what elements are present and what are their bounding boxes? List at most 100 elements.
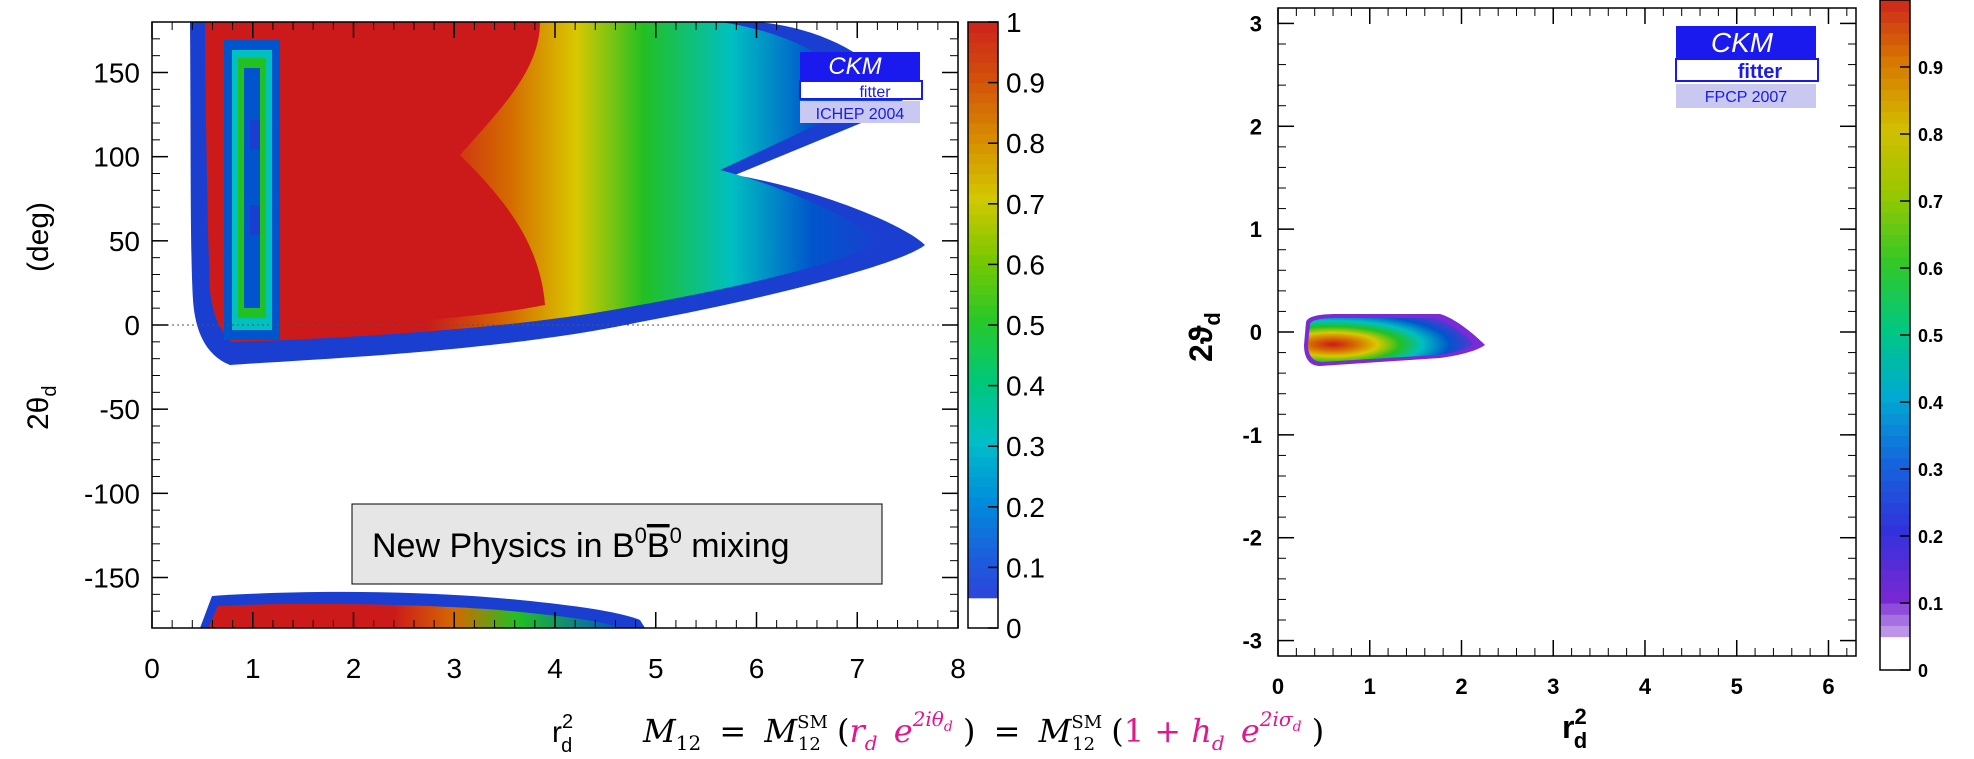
right-colorbar-cell (1880, 580, 1910, 593)
left-colorbar-cell (968, 112, 998, 124)
right-ytick-label: 3 (1250, 11, 1262, 36)
left-colorbar-cell (968, 203, 998, 215)
right-colorbar-cell (1880, 11, 1910, 23)
right-xtick-label: 5 (1731, 674, 1743, 699)
left-colorbar-cell (968, 557, 998, 568)
left-xtick-label: 8 (950, 653, 966, 684)
left-colorbar-cell (968, 335, 998, 346)
left-colorbar-cell (968, 284, 998, 296)
left-colorbar-cell (968, 244, 998, 255)
right-colorbar-cell (1880, 558, 1910, 571)
left-ylabel: 2θd (22, 386, 61, 431)
left-colorbar-cell (968, 133, 998, 144)
right-colorbar-cell (1880, 513, 1910, 526)
right-colorbar-cell (1880, 625, 1910, 638)
left-colorbar-label: 1 (1006, 7, 1022, 38)
right-colorbar-label: 0.5 (1918, 326, 1943, 346)
right-panel: CKM fitter FPCP 2007 0 1 2 3 4 5 6 -3 -2 -1 0 1 2 3 0… (1183, 0, 1943, 753)
right-xtick-label: 1 (1364, 674, 1376, 699)
right-colorbar-cell (1880, 457, 1910, 470)
left-colorbar-label: 0.6 (1006, 249, 1045, 280)
left-colorbar-cell (968, 456, 998, 467)
left-colorbar-cell (968, 577, 998, 589)
right-colorbar: 0 0.1 0.2 0.3 0.4 0.5 0.6 0.7 0.8 0.9 (1879, 0, 1943, 681)
right-colorbar-cell (1880, 134, 1910, 146)
right-colorbar-cell (1880, 446, 1910, 459)
right-colorbar-cell (1880, 591, 1910, 604)
right-colorbar-label: 0.4 (1918, 393, 1943, 413)
right-colorbar-cell (1880, 413, 1910, 425)
right-colorbar-cell (1880, 89, 1910, 102)
left-colorbar-cell (968, 415, 998, 427)
left-colorbar-cell (968, 446, 998, 457)
left-ytick-label: 100 (93, 142, 140, 173)
left-colorbar-cell (968, 32, 998, 43)
right-colorbar-cell (1880, 268, 1910, 280)
left-colorbar-cell (968, 496, 998, 508)
left-colorbar-cell (968, 213, 998, 225)
annotation-box: New Physics in B0B0 mixing (351, 503, 883, 585)
right-colorbar-cell (1880, 256, 1910, 269)
right-colorbar-cell (1880, 55, 1910, 68)
left-colorbar-cell (968, 274, 998, 286)
right-xtick-label: 0 (1272, 674, 1284, 699)
left-xlabel: r2 d (552, 711, 573, 757)
left-colorbar-cell (968, 476, 998, 488)
left-ytick-label: -150 (84, 563, 140, 594)
right-colorbar-cell (1880, 234, 1910, 247)
right-ytick-label: 1 (1250, 217, 1262, 242)
left-colorbar-cell (968, 436, 998, 447)
right-logo-ckm: CKM (1711, 27, 1774, 58)
right-colorbar-cell (1880, 189, 1910, 202)
left-colorbar-cell (968, 304, 998, 316)
right-colorbar-cell (1880, 435, 1910, 448)
left-xtick-label: 3 (446, 653, 462, 684)
blob-field (1308, 318, 1474, 362)
right-ylabel: 2ϑd (1183, 312, 1225, 362)
left-ytick-label: 0 (124, 310, 140, 341)
right-heatmap (1304, 314, 1485, 366)
left-colorbar-label: 0.5 (1006, 310, 1045, 341)
left-colorbar-cell (968, 42, 998, 53)
right-colorbar-label: 0.9 (1918, 58, 1943, 78)
left-colorbar-cell (968, 193, 998, 205)
left-colorbar-label: 0.7 (1006, 189, 1045, 220)
left-colorbar: 0 0.1 0.2 0.3 0.4 0.5 0.6 0.7 0.8 0.9 1 (967, 7, 1045, 644)
left-colorbar-cell (968, 486, 998, 498)
right-colorbar-cell (1880, 44, 1910, 57)
right-colorbar-cell (1880, 178, 1910, 191)
right-colorbar-cell (1880, 78, 1910, 90)
right-colorbar-label: 0.7 (1918, 192, 1943, 212)
left-colorbar-cell (968, 355, 998, 366)
left-edge-cells (224, 40, 280, 340)
right-colorbar-cell (1880, 603, 1910, 615)
left-colorbar-cell (968, 597, 998, 609)
left-logo-fitter: fitter (859, 84, 891, 101)
right-xtick-label: 6 (1822, 674, 1834, 699)
left-colorbar-cell (968, 547, 998, 558)
equation: M12 = MSM 12 (rd e2iθd ) = MSM 12 (1 + hd … (642, 707, 1324, 755)
right-axes: 0 1 2 3 4 5 6 -3 -2 -1 0 1 2 3 (1242, 8, 1856, 699)
left-panel: CKM fitter ICHEP 2004 New Physics in B0B… (22, 7, 1045, 757)
left-colorbar-cell (968, 506, 998, 518)
left-colorbar-cell (968, 143, 998, 154)
left-colorbar-cell (968, 617, 998, 629)
left-colorbar-cell (968, 426, 998, 437)
lower-band-field (208, 603, 620, 628)
left-colorbar-cell (968, 365, 998, 377)
right-colorbar-cell (1880, 290, 1910, 303)
right-xtick-label: 2 (1455, 674, 1467, 699)
right-colorbar-cell (1880, 368, 1910, 381)
right-colorbar-cell (1880, 402, 1910, 414)
right-colorbar-label: 0.8 (1918, 125, 1943, 145)
left-logo: CKM fitter ICHEP 2004 (799, 52, 923, 123)
right-colorbar-cell (1880, 524, 1910, 537)
right-colorbar-cell (1880, 502, 1910, 515)
right-ytick-label: -1 (1242, 423, 1262, 448)
right-colorbar-label: 0 (1918, 661, 1928, 681)
left-colorbar-cell (968, 22, 998, 33)
right-colorbar-cell (1880, 424, 1910, 437)
left-colorbar-cell (968, 314, 998, 326)
left-logo-conf: ICHEP 2004 (816, 106, 905, 123)
right-colorbar-cell (1880, 480, 1910, 492)
